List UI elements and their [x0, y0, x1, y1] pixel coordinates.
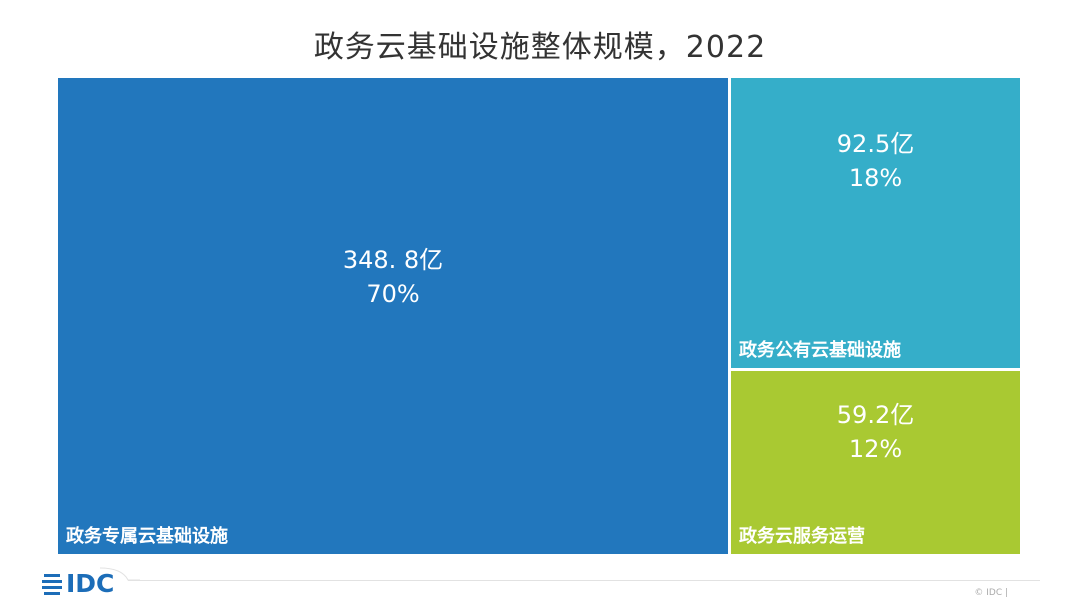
- idc-logo-text: IDC: [66, 569, 115, 598]
- footer-divider: [128, 580, 1040, 581]
- cell-percent-label: 70%: [366, 280, 420, 308]
- cell-name-label: 政务公有云基础设施: [739, 340, 901, 361]
- cell-percent-label: 12%: [848, 435, 903, 463]
- treemap: 348. 8亿 70% 政务专属云基础设施 92.5亿 18% 政务公有云基础设…: [58, 78, 1020, 554]
- footer-swoosh: [100, 567, 140, 581]
- idc-logo-mark-icon: [42, 574, 62, 595]
- idc-logo: IDC: [42, 569, 132, 599]
- cell-percent-label: 18%: [848, 164, 903, 192]
- cell-value-label: 59.2亿: [836, 401, 915, 429]
- cell-dedicated-cloud: 348. 8亿 70% 政务专属云基础设施: [58, 78, 728, 554]
- cell-value-label: 348. 8亿: [342, 246, 444, 274]
- cell-service-operation: 59.2亿 12% 政务云服务运营: [731, 371, 1020, 554]
- cell-name-label: 政务云服务运营: [739, 526, 865, 547]
- chart-title: 政务云基础设施整体规模，2022: [313, 30, 767, 65]
- cell-public-cloud: 92.5亿 18% 政务公有云基础设施: [731, 78, 1020, 368]
- copyright-text: © IDC |: [974, 588, 1008, 598]
- cell-name-label: 政务专属云基础设施: [66, 526, 228, 547]
- cell-value-label: 92.5亿: [836, 130, 915, 158]
